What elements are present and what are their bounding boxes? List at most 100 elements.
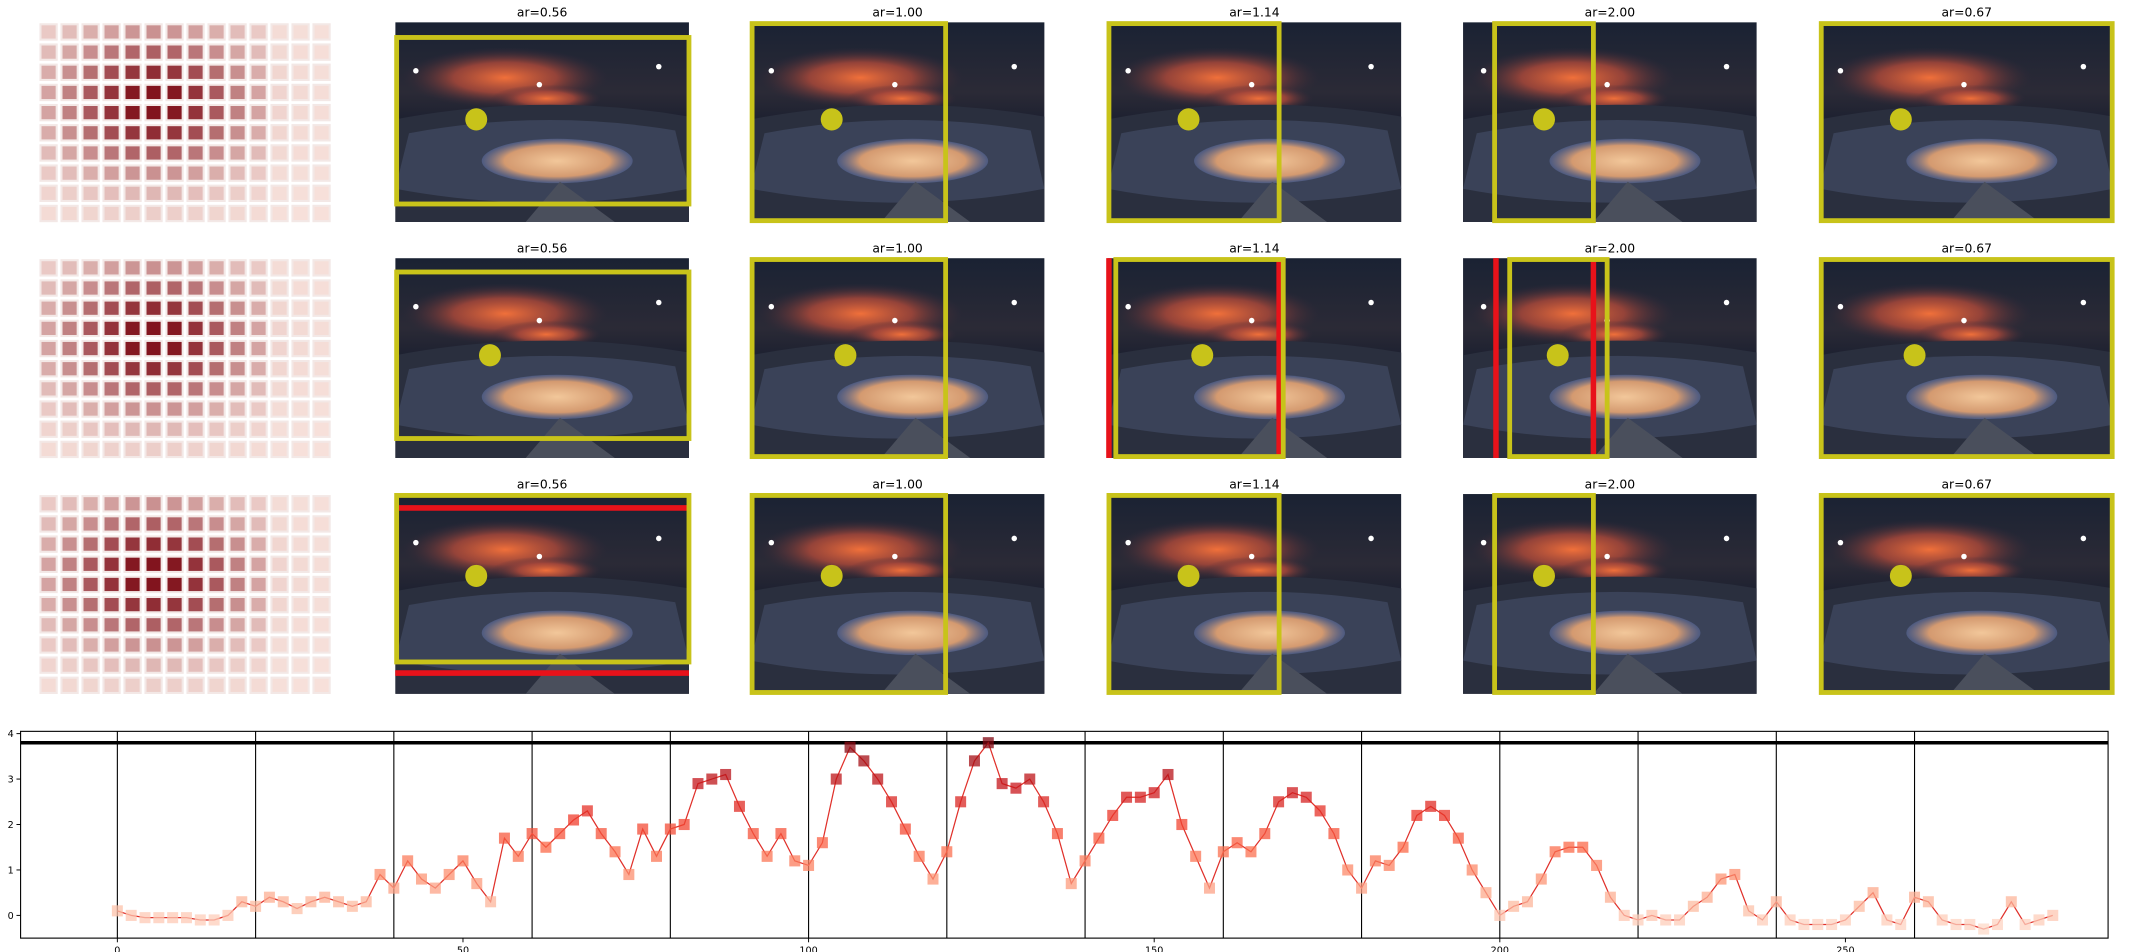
data-marker [443,868,455,881]
heatmap-cell [39,400,58,418]
heatmap-cell [312,144,331,162]
heatmap-cell [102,164,121,182]
data-marker [1383,859,1395,871]
heatmap-cell [60,63,79,81]
heatmap-cell [228,380,247,398]
heatmap-cell [60,299,79,317]
heatmap-cell [102,535,121,553]
heatmap-cell [144,575,163,594]
data-marker [1991,918,2003,931]
heatmap-cell [207,440,226,459]
heatmap-cell [228,420,247,438]
focus-point [1177,564,1200,588]
heatmap-cell [312,164,331,182]
photo [1107,258,1402,458]
heatmap-cell [39,420,58,438]
data-marker [968,755,980,767]
heatmap-cell [249,575,268,594]
data-marker [1051,828,1063,840]
data-marker [623,868,635,881]
heatmap-cell [60,636,79,654]
heatmap-cell [270,380,289,398]
heatmap-cell [249,299,268,317]
heatmap-cell [102,339,121,358]
heatmap-cell [249,259,268,277]
heatmap-cell [144,676,163,695]
heatmap-cell [270,83,289,102]
heatmap-cell [102,43,121,61]
panel-title: ar=0.67 [1941,241,1991,256]
heatmap-cell [312,204,331,223]
heatmap-cell [312,299,331,317]
heatmap-cell [291,420,310,438]
heatmap-cell [291,656,310,674]
heatmap-cell [228,164,247,182]
heatmap-cell [228,400,247,418]
heatmap-cell [228,495,247,513]
data-marker [927,873,939,885]
heatmap-cell [186,515,205,533]
heatmap-cell [186,595,205,614]
photo [395,22,689,223]
heatmap-cell [291,636,310,654]
heatmap-cell [312,535,331,553]
heatmap-cell [228,83,247,102]
heatmap-cell [123,656,142,674]
heatmap-cell [186,535,205,553]
data-marker [706,773,718,785]
heatmap-cell [39,144,58,162]
data-marker [1286,787,1298,799]
photo [1819,494,2114,694]
data-marker [1314,805,1326,817]
data-marker [789,855,801,867]
data-marker [346,900,358,912]
heatmap-cell [207,279,226,297]
heatmap-cell [186,164,205,182]
heatmap-cell [270,63,289,81]
heatmap-cell [123,299,142,317]
data-marker [222,909,234,921]
heatmap-cell [291,204,310,223]
heatmap-cell [207,144,226,162]
heatmap-cell [312,656,331,674]
focus-point [1533,108,1555,131]
heatmap-cell [165,299,184,317]
data-marker [1701,891,1713,903]
focus-point [820,108,843,131]
panels: ar=0.56 ar=1.00 ar=1.14 ar=2.00 ar=0.67 ar=0.… [39,5,2115,695]
heatmap-cell [249,279,268,297]
photo [750,22,1045,223]
y-tick-label: 1 [8,865,14,876]
heatmap-cell [81,440,100,459]
heatmap-cell [249,144,268,162]
panel-title: ar=1.00 [872,5,923,20]
data-marker [1826,918,1838,931]
heatmap-cell [228,555,247,573]
heatmap-cell [165,319,184,338]
data-marker [1743,905,1755,917]
heatmap-cell [123,535,142,553]
heatmap-cell [123,259,142,277]
focus-point [820,564,843,588]
data-marker [1632,914,1644,926]
data-marker [485,896,497,908]
heatmap-cell [123,279,142,297]
data-marker [153,912,165,924]
data-marker [1715,873,1727,885]
y-tick-label: 4 [8,729,14,740]
heatmap-cell [207,204,226,223]
data-marker [1079,855,1091,867]
heatmap-cell [144,440,163,459]
heatmap-cell [312,339,331,358]
heatmap-cell [123,676,142,695]
heatmap-cell [60,495,79,513]
heatmap-cell [291,43,310,61]
data-marker [1674,914,1686,926]
heatmap-cell [60,43,79,61]
heatmap-cell [291,595,310,614]
heatmap-cell [312,515,331,533]
photo [1463,258,1757,458]
heatmap-cell [144,23,163,41]
heatmap-cell [144,515,163,533]
heatmap-cell [207,676,226,695]
